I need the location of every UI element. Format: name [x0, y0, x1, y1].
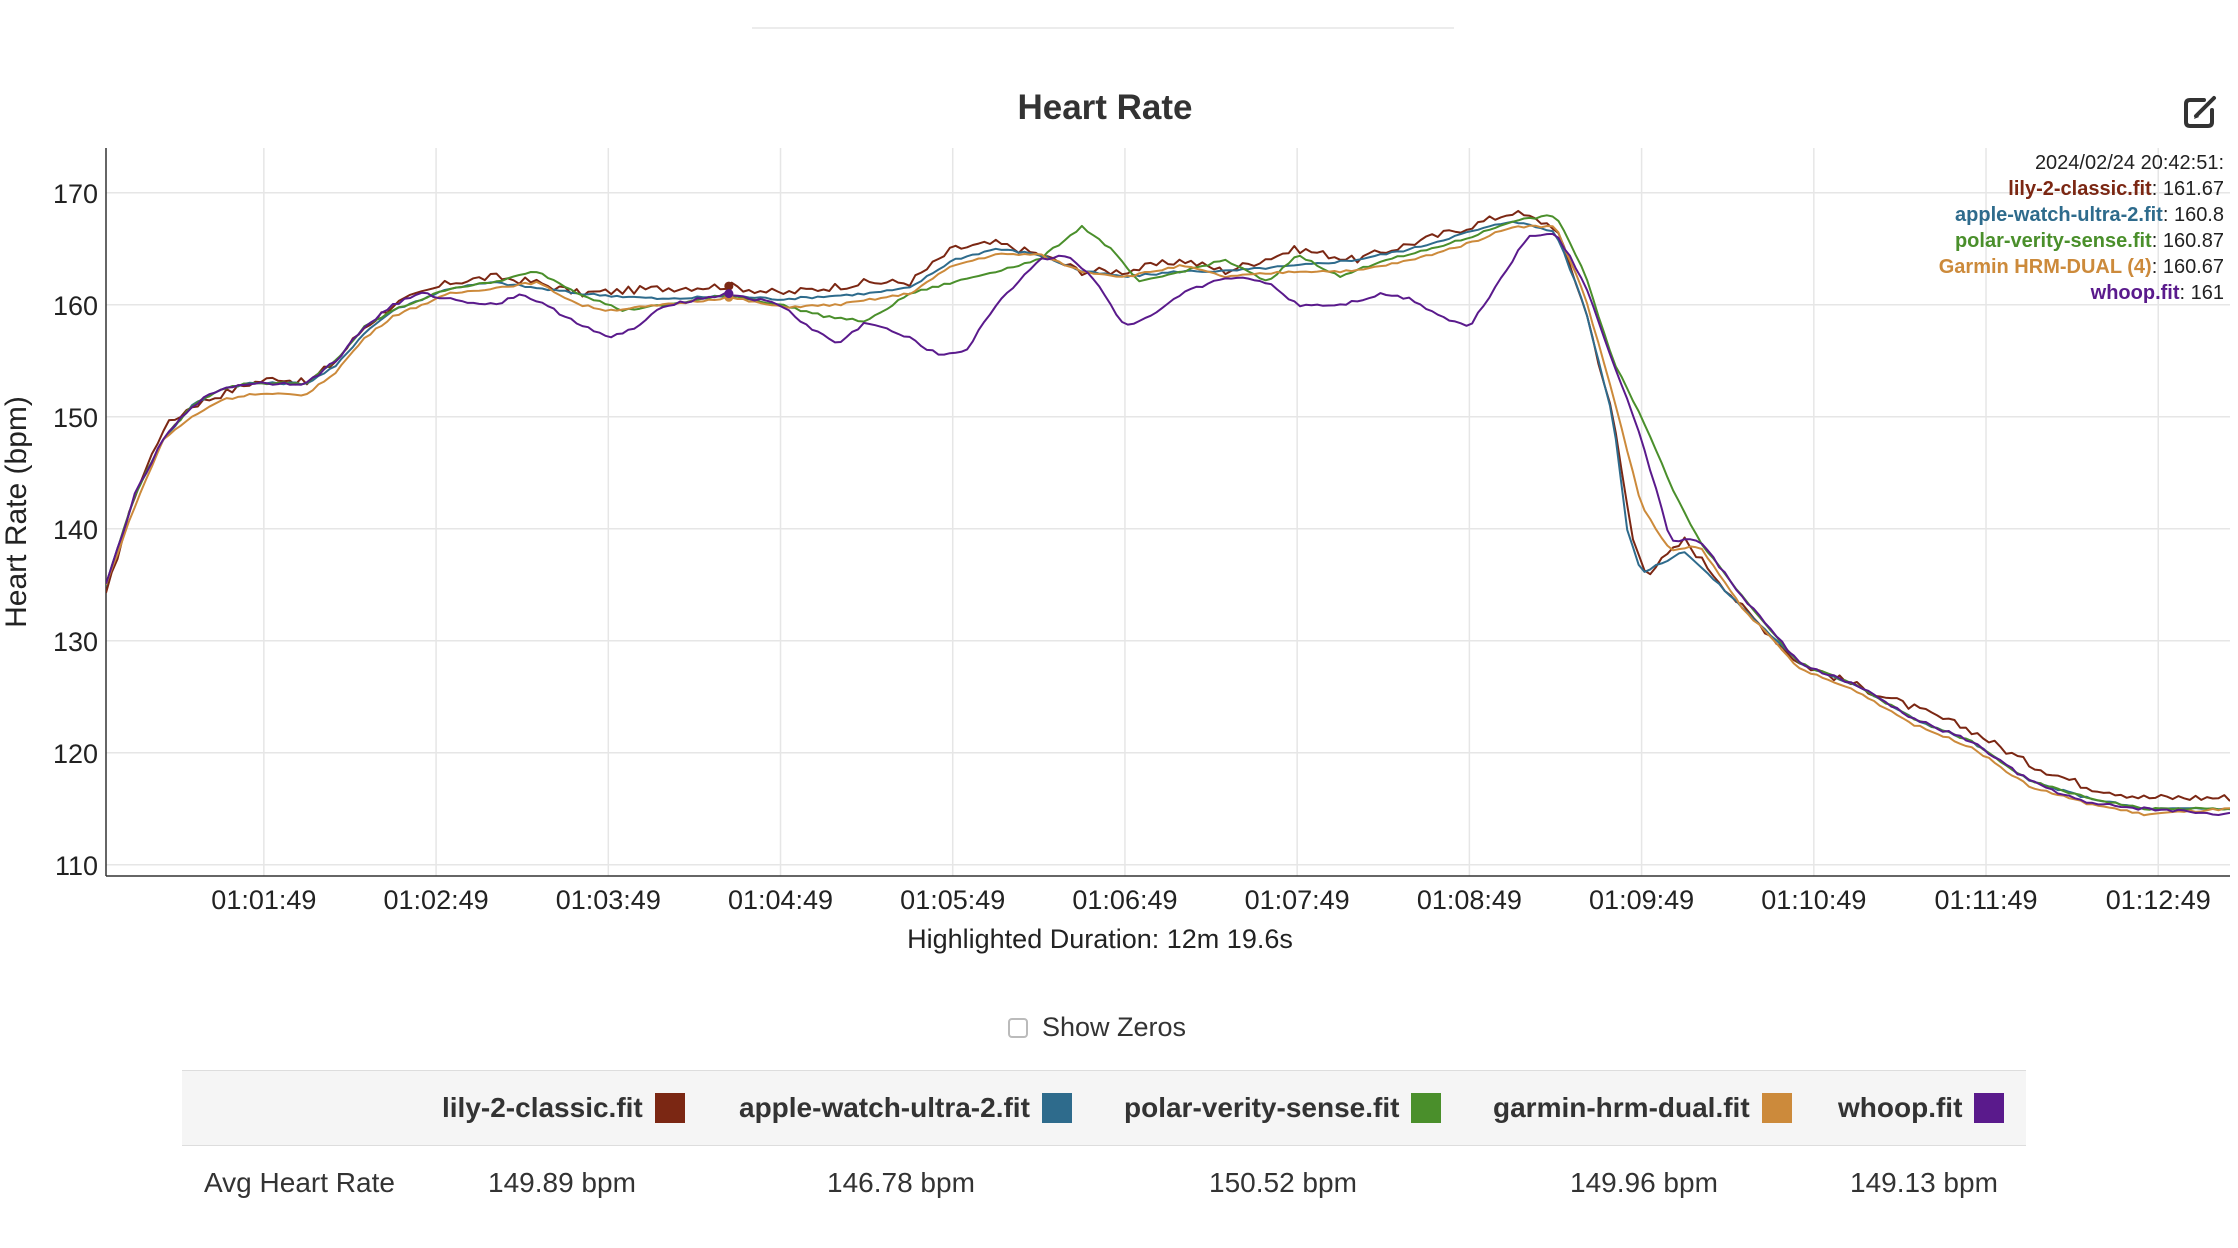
- stats-value: 149.96 bpm: [1570, 1167, 1718, 1198]
- stats-column-name: apple-watch-ultra-2.fit: [739, 1092, 1030, 1123]
- y-tick-label: 160: [53, 291, 98, 321]
- tooltip-series-name: lily-2-classic.fit: [2008, 178, 2152, 200]
- stats-value: 150.52 bpm: [1209, 1167, 1357, 1198]
- show-zeros-label: Show Zeros: [1042, 1012, 1187, 1042]
- x-tick-label: 01:12:49: [2106, 885, 2211, 915]
- x-tick-label: 01:04:49: [728, 885, 833, 915]
- stats-column-name: polar-verity-sense.fit: [1124, 1092, 1400, 1123]
- tooltip-series-value: : 161: [2180, 282, 2224, 304]
- show-zeros-toggle[interactable]: Show Zeros: [1008, 1012, 1186, 1043]
- series-color-swatch: [1411, 1093, 1442, 1123]
- stats-row-avg-heart-rate: Avg Heart Rate 149.89 bpm 146.78 bpm 150…: [182, 1146, 2026, 1220]
- series-color-swatch: [1974, 1093, 2005, 1123]
- y-axis-label: Heart Rate (bpm): [0, 396, 33, 628]
- tooltip-entry: polar-verity-sense.fit: 160.87: [1955, 230, 2224, 252]
- tooltip-series-value: : 160.87: [2152, 230, 2224, 252]
- x-axis-label: Highlighted Duration: 12m 19.6s: [907, 924, 1293, 954]
- series-line-apple-watch-ultra-2-fit: [106, 220, 2230, 811]
- series-color-swatch: [1761, 1093, 1792, 1123]
- series-color-swatch: [1041, 1093, 1072, 1123]
- hover-point-marker: [724, 281, 734, 291]
- tooltip-series-name: Garmin HRM-DUAL (4): [1939, 256, 2152, 278]
- y-tick-label: 130: [53, 627, 98, 657]
- tooltip-entry: whoop.fit: 161: [2090, 282, 2224, 304]
- tooltip-series-name: apple-watch-ultra-2.fit: [1955, 204, 2163, 226]
- stats-table: lily-2-classic.fit apple-watch-ultra-2.f…: [182, 1070, 2026, 1220]
- chart-title: Heart Rate: [1017, 88, 1193, 127]
- edit-export-icon[interactable]: [2180, 92, 2220, 132]
- stats-value: 146.78 bpm: [827, 1167, 975, 1198]
- stats-value: 149.13 bpm: [1850, 1167, 1998, 1198]
- stats-column-name: whoop.fit: [1838, 1092, 1963, 1123]
- hover-point-marker: [724, 289, 734, 299]
- show-zeros-checkbox[interactable]: [1008, 1017, 1028, 1038]
- series-color-swatch: [654, 1093, 685, 1123]
- x-tick-label: 01:09:49: [1589, 885, 1694, 915]
- tooltip-entry: lily-2-classic.fit: 161.67: [2008, 178, 2224, 200]
- series-line-whoop-fit: [106, 232, 2230, 816]
- heart-rate-chart[interactable]: 110 120 130 140 150 160 170 01:01:49 01:02:49 01:…: [0, 0, 2238, 980]
- top-divider: [752, 27, 1454, 29]
- tooltip-series-name: whoop.fit: [2090, 282, 2180, 304]
- y-tick-label: 170: [53, 179, 98, 209]
- y-tick-label: 150: [53, 403, 98, 433]
- stats-column-header: lily-2-classic.fit: [442, 1071, 685, 1145]
- x-tick-label: 01:01:49: [211, 885, 316, 915]
- stats-column-header: whoop.fit: [1838, 1071, 2005, 1145]
- x-tick-label: 01:07:49: [1245, 885, 1350, 915]
- x-tick-label: 01:03:49: [556, 885, 661, 915]
- stats-row-label: Avg Heart Rate: [204, 1167, 395, 1198]
- series-line-garmin-hrm-dual-4-: [106, 224, 2230, 817]
- stats-column-name: lily-2-classic.fit: [442, 1092, 643, 1123]
- tooltip-series-value: : 160.67: [2152, 256, 2224, 278]
- x-tick-label: 01:05:49: [900, 885, 1005, 915]
- stats-column-name: garmin-hrm-dual.fit: [1493, 1092, 1750, 1123]
- tooltip-series-value: : 161.67: [2152, 178, 2224, 200]
- x-tick-label: 01:08:49: [1417, 885, 1522, 915]
- stats-value: 149.89 bpm: [488, 1167, 636, 1198]
- stats-table-header: lily-2-classic.fit apple-watch-ultra-2.f…: [182, 1070, 2026, 1146]
- tooltip-header: 2024/02/24 20:42:51:: [2035, 152, 2224, 174]
- stats-column-header: polar-verity-sense.fit: [1124, 1071, 1442, 1145]
- x-tick-label: 01:10:49: [1761, 885, 1866, 915]
- x-tick-label: 01:11:49: [1934, 885, 2037, 915]
- x-tick-label: 01:06:49: [1072, 885, 1177, 915]
- stats-column-header: garmin-hrm-dual.fit: [1493, 1071, 1792, 1145]
- y-tick-label: 120: [53, 739, 98, 769]
- y-tick-label: 140: [53, 515, 98, 545]
- x-tick-label: 01:02:49: [384, 885, 489, 915]
- y-tick-label: 110: [55, 851, 98, 881]
- tooltip-entry: Garmin HRM-DUAL (4): 160.67: [1939, 256, 2224, 278]
- tooltip-series-name: polar-verity-sense.fit: [1955, 230, 2152, 252]
- tooltip-series-value: : 160.8: [2163, 204, 2224, 226]
- stats-column-header: apple-watch-ultra-2.fit: [739, 1071, 1072, 1145]
- tooltip-entry: apple-watch-ultra-2.fit: 160.8: [1955, 204, 2224, 226]
